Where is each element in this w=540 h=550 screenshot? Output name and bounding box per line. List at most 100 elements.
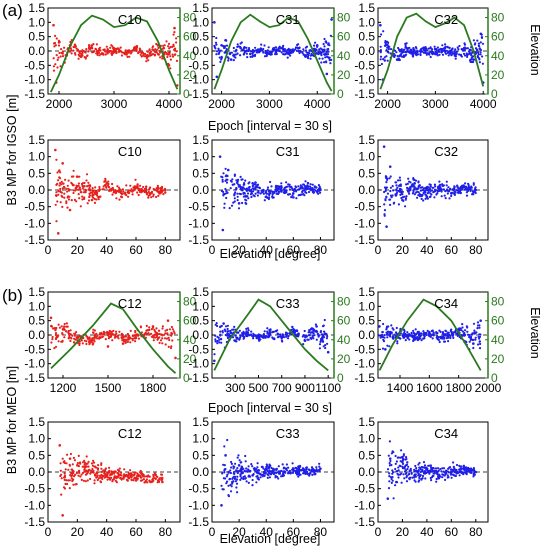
data-point xyxy=(143,475,146,478)
data-point xyxy=(58,176,61,179)
data-point xyxy=(92,461,96,464)
data-point xyxy=(170,332,174,335)
data-point xyxy=(473,43,476,46)
data-point xyxy=(462,467,465,470)
data-point xyxy=(143,481,146,484)
x-tick-label: 1100 xyxy=(315,381,341,395)
data-point xyxy=(228,52,231,55)
y-tick-label: -1.0 xyxy=(354,357,375,371)
data-point xyxy=(319,340,322,343)
data-point xyxy=(224,468,227,471)
data-point xyxy=(57,56,60,59)
data-point xyxy=(120,195,123,198)
data-point xyxy=(460,465,463,468)
data-point xyxy=(400,449,403,452)
data-point xyxy=(63,461,66,465)
data-point xyxy=(323,318,326,322)
data-point xyxy=(237,454,240,457)
data-point xyxy=(378,334,381,337)
data-point xyxy=(444,329,447,332)
data-point xyxy=(99,480,102,483)
data-point xyxy=(91,193,95,197)
data-point xyxy=(245,189,248,192)
xlabel-elev-b: Elevation [degree] xyxy=(220,532,321,546)
data-point xyxy=(149,480,152,484)
right-tick-label: 80 xyxy=(337,11,351,25)
data-point xyxy=(397,466,400,469)
data-point xyxy=(152,193,155,196)
y-tick-label: -0.5 xyxy=(354,342,375,356)
data-point xyxy=(134,477,138,480)
data-point xyxy=(105,45,108,48)
data-point xyxy=(55,158,58,161)
data-point xyxy=(449,329,452,332)
data-point xyxy=(261,475,264,478)
data-point xyxy=(473,329,476,332)
data-point xyxy=(419,53,422,56)
data-point xyxy=(166,332,169,335)
data-point xyxy=(232,328,235,331)
data-point xyxy=(139,476,142,479)
y-tick-label: 0.0 xyxy=(28,183,45,197)
data-point xyxy=(237,183,240,186)
data-point xyxy=(405,463,409,466)
data-point xyxy=(224,187,227,191)
data-point xyxy=(68,188,71,191)
data-point xyxy=(144,332,148,335)
data-point xyxy=(323,330,326,333)
data-point xyxy=(384,187,387,190)
data-point xyxy=(315,338,318,341)
data-point xyxy=(455,463,459,467)
data-point xyxy=(318,462,321,465)
data-point xyxy=(263,199,266,202)
data-point xyxy=(452,336,455,339)
data-point xyxy=(145,324,148,327)
data-point xyxy=(113,475,116,478)
data-point xyxy=(235,187,238,190)
data-point xyxy=(470,186,473,189)
data-point xyxy=(243,182,246,185)
data-point xyxy=(225,181,229,184)
data-point xyxy=(250,195,253,199)
data-point xyxy=(383,214,386,217)
y-tick-label: -1.0 xyxy=(188,216,209,230)
data-point xyxy=(431,333,434,336)
data-point xyxy=(461,326,464,329)
right-tick-label: 60 xyxy=(183,314,197,328)
data-point xyxy=(405,42,408,45)
data-point xyxy=(461,323,464,326)
data-point xyxy=(409,334,412,337)
y-tick-label: 0.0 xyxy=(192,44,209,58)
data-point xyxy=(223,464,226,467)
data-point xyxy=(72,175,75,178)
data-point xyxy=(248,181,251,184)
data-point xyxy=(442,184,445,187)
data-point xyxy=(110,188,113,191)
data-point xyxy=(219,334,222,337)
data-point xyxy=(104,338,107,341)
chart-title: C12 xyxy=(118,426,142,441)
data-point xyxy=(115,481,118,484)
data-point xyxy=(68,208,72,212)
data-point xyxy=(398,464,401,467)
data-point xyxy=(232,54,235,57)
data-point xyxy=(71,334,74,337)
data-point xyxy=(90,46,94,50)
data-point xyxy=(257,191,260,194)
data-point xyxy=(118,190,121,193)
data-point xyxy=(221,178,224,181)
data-point xyxy=(117,186,121,189)
y-tick-label: 0.5 xyxy=(192,448,209,462)
data-point xyxy=(406,333,409,336)
data-point xyxy=(54,203,57,206)
data-point xyxy=(63,192,66,195)
data-point xyxy=(69,339,72,343)
data-point xyxy=(424,197,427,200)
right-tick-label: 40 xyxy=(491,49,505,63)
data-point xyxy=(236,45,239,49)
data-point xyxy=(56,200,59,203)
data-point xyxy=(271,190,274,193)
data-point xyxy=(220,175,223,178)
y-tick-label: 1.5 xyxy=(358,1,375,15)
data-point xyxy=(152,195,155,198)
